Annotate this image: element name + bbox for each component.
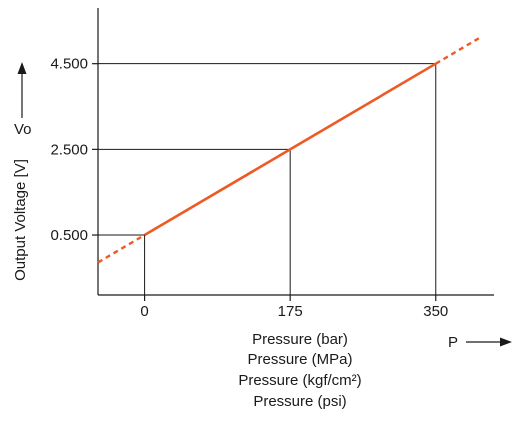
x-tick-label-2: 350 xyxy=(423,303,448,320)
x-symbol-arrow xyxy=(466,337,512,347)
x-tick-labels: 0 175 350 xyxy=(140,295,448,320)
x-axis-label-mpa: Pressure (MPa) xyxy=(247,351,353,368)
arrow-right-icon xyxy=(500,337,512,347)
x-axis-label-psi: Pressure (psi) xyxy=(253,393,347,410)
x-tick-label-1: 175 xyxy=(278,303,303,320)
series-line-solid-0 xyxy=(143,62,437,237)
y-symbol: Vo xyxy=(14,121,32,138)
x-tick-label-0: 0 xyxy=(140,303,148,320)
y-tick-label-1: 2.500 xyxy=(50,141,88,158)
y-symbol-arrow xyxy=(17,62,27,118)
y-tick-label-2: 4.500 xyxy=(50,56,88,73)
arrow-up-icon xyxy=(17,62,27,74)
y-tick-labels: 0.500 2.500 4.500 xyxy=(50,56,98,244)
x-axis-label-bar: Pressure (bar) xyxy=(252,331,348,348)
y-tick-label-0: 0.500 xyxy=(50,227,88,244)
x-symbol: P xyxy=(448,334,458,351)
y-axis-label: Output Voltage [V] xyxy=(12,159,29,281)
series-line-dashed-0 xyxy=(97,233,146,264)
voltage-series xyxy=(97,35,483,264)
series-line-dashed-1 xyxy=(435,35,483,65)
reference-lines xyxy=(98,63,437,295)
x-axis-label-kgf: Pressure (kgf/cm²) xyxy=(238,372,362,389)
